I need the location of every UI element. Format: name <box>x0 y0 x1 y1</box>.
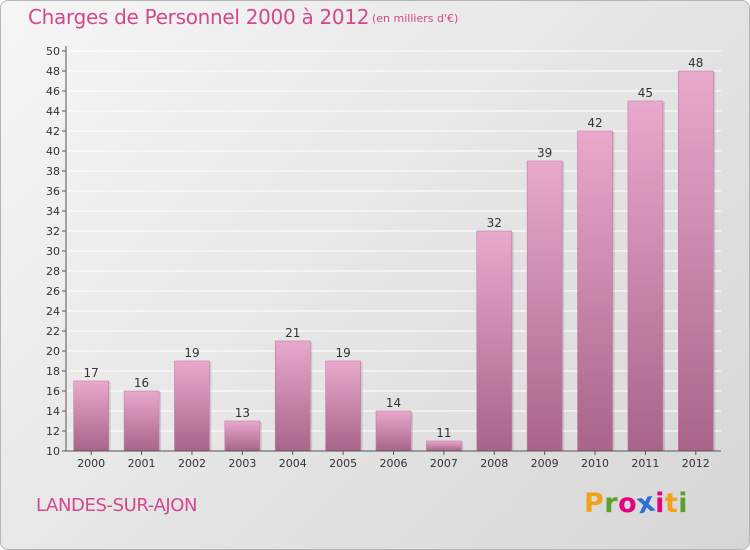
y-tick-label: 48 <box>46 65 60 78</box>
y-tick-label: 10 <box>46 445 60 458</box>
logo-letter: t <box>664 488 679 519</box>
bar <box>627 100 664 452</box>
x-tick-label: 2003 <box>228 457 256 470</box>
bar <box>274 340 311 452</box>
bar <box>73 380 109 452</box>
chart-title: Charges de Personnel 2000 à 2012 <box>28 5 370 29</box>
y-tick-label: 20 <box>46 345 60 358</box>
commune-name: LANDES-SUR-AJON <box>36 495 198 516</box>
y-tick-label: 34 <box>46 205 60 218</box>
y-tick-label: 30 <box>46 245 60 258</box>
x-tick-label: 2000 <box>77 457 105 470</box>
y-tick-label: 42 <box>46 125 60 138</box>
chart-unit: (en milliers d'€) <box>372 12 459 25</box>
bar <box>678 70 714 452</box>
bar <box>526 160 563 452</box>
bar <box>577 130 613 452</box>
y-tick-label: 26 <box>46 285 60 298</box>
y-tick-label: 40 <box>46 145 60 158</box>
y-tick-label: 22 <box>46 325 60 338</box>
x-tick-label: 2002 <box>178 457 206 470</box>
y-tick-label: 18 <box>46 365 60 378</box>
x-tick-label: 2005 <box>329 457 357 470</box>
y-tick-label: 38 <box>46 165 60 178</box>
x-tick-label: 2006 <box>380 457 408 470</box>
y-tick-label: 46 <box>46 85 60 98</box>
bar <box>123 390 160 452</box>
y-tick-label: 14 <box>46 405 60 418</box>
bar-value-label: 45 <box>638 86 653 100</box>
y-tick-label: 16 <box>46 385 60 398</box>
logo-letter: o <box>618 488 638 519</box>
y-tick-label: 12 <box>46 425 60 438</box>
bar <box>476 230 513 452</box>
bar-value-label: 16 <box>134 376 149 390</box>
bar-value-label: 19 <box>335 346 350 360</box>
bar-value-label: 39 <box>537 146 552 160</box>
y-tick-label: 36 <box>46 185 60 198</box>
x-tick-label: 2001 <box>128 457 156 470</box>
y-tick-label: 28 <box>46 265 60 278</box>
bar-value-label: 42 <box>587 116 602 130</box>
bar-value-label: 19 <box>184 346 199 360</box>
x-tick-label: 2012 <box>682 457 710 470</box>
x-tick-label: 2009 <box>531 457 559 470</box>
grid-lines <box>66 50 721 452</box>
bars <box>73 70 716 452</box>
bar-value-label: 13 <box>235 406 250 420</box>
x-tick-label: 2004 <box>279 457 307 470</box>
y-tick-label: 50 <box>46 45 60 58</box>
labels: 10 12 14 16 18 20 22 24 26 28 30 32 34 36 38 40 42 44 46 48… <box>46 45 710 470</box>
bar <box>224 420 261 452</box>
x-tick-label: 2007 <box>430 457 458 470</box>
bar <box>174 360 210 452</box>
x-tick-label: 2008 <box>480 457 508 470</box>
bar-value-label: 48 <box>688 56 703 70</box>
logo-letter: i <box>678 488 689 519</box>
y-tick-label: 32 <box>46 225 60 238</box>
y-tick-label: 44 <box>46 105 60 118</box>
bar <box>325 360 361 452</box>
x-tick-label: 2011 <box>631 457 659 470</box>
bar-value-label: 32 <box>487 216 502 230</box>
bar-value-label: 11 <box>436 426 451 440</box>
bar <box>426 440 462 452</box>
bar-value-label: 17 <box>84 366 99 380</box>
logo-letter: r <box>604 488 619 519</box>
axes <box>62 46 721 455</box>
bar-value-label: 14 <box>386 396 401 410</box>
logo-letter: P <box>584 488 605 519</box>
bar-value-label: 21 <box>285 326 300 340</box>
bar <box>375 410 412 452</box>
x-tick-label: 2010 <box>581 457 609 470</box>
proxiti-logo: Proxiti <box>584 486 689 520</box>
y-tick-label: 24 <box>46 305 60 318</box>
logo-letter: i <box>655 488 665 519</box>
